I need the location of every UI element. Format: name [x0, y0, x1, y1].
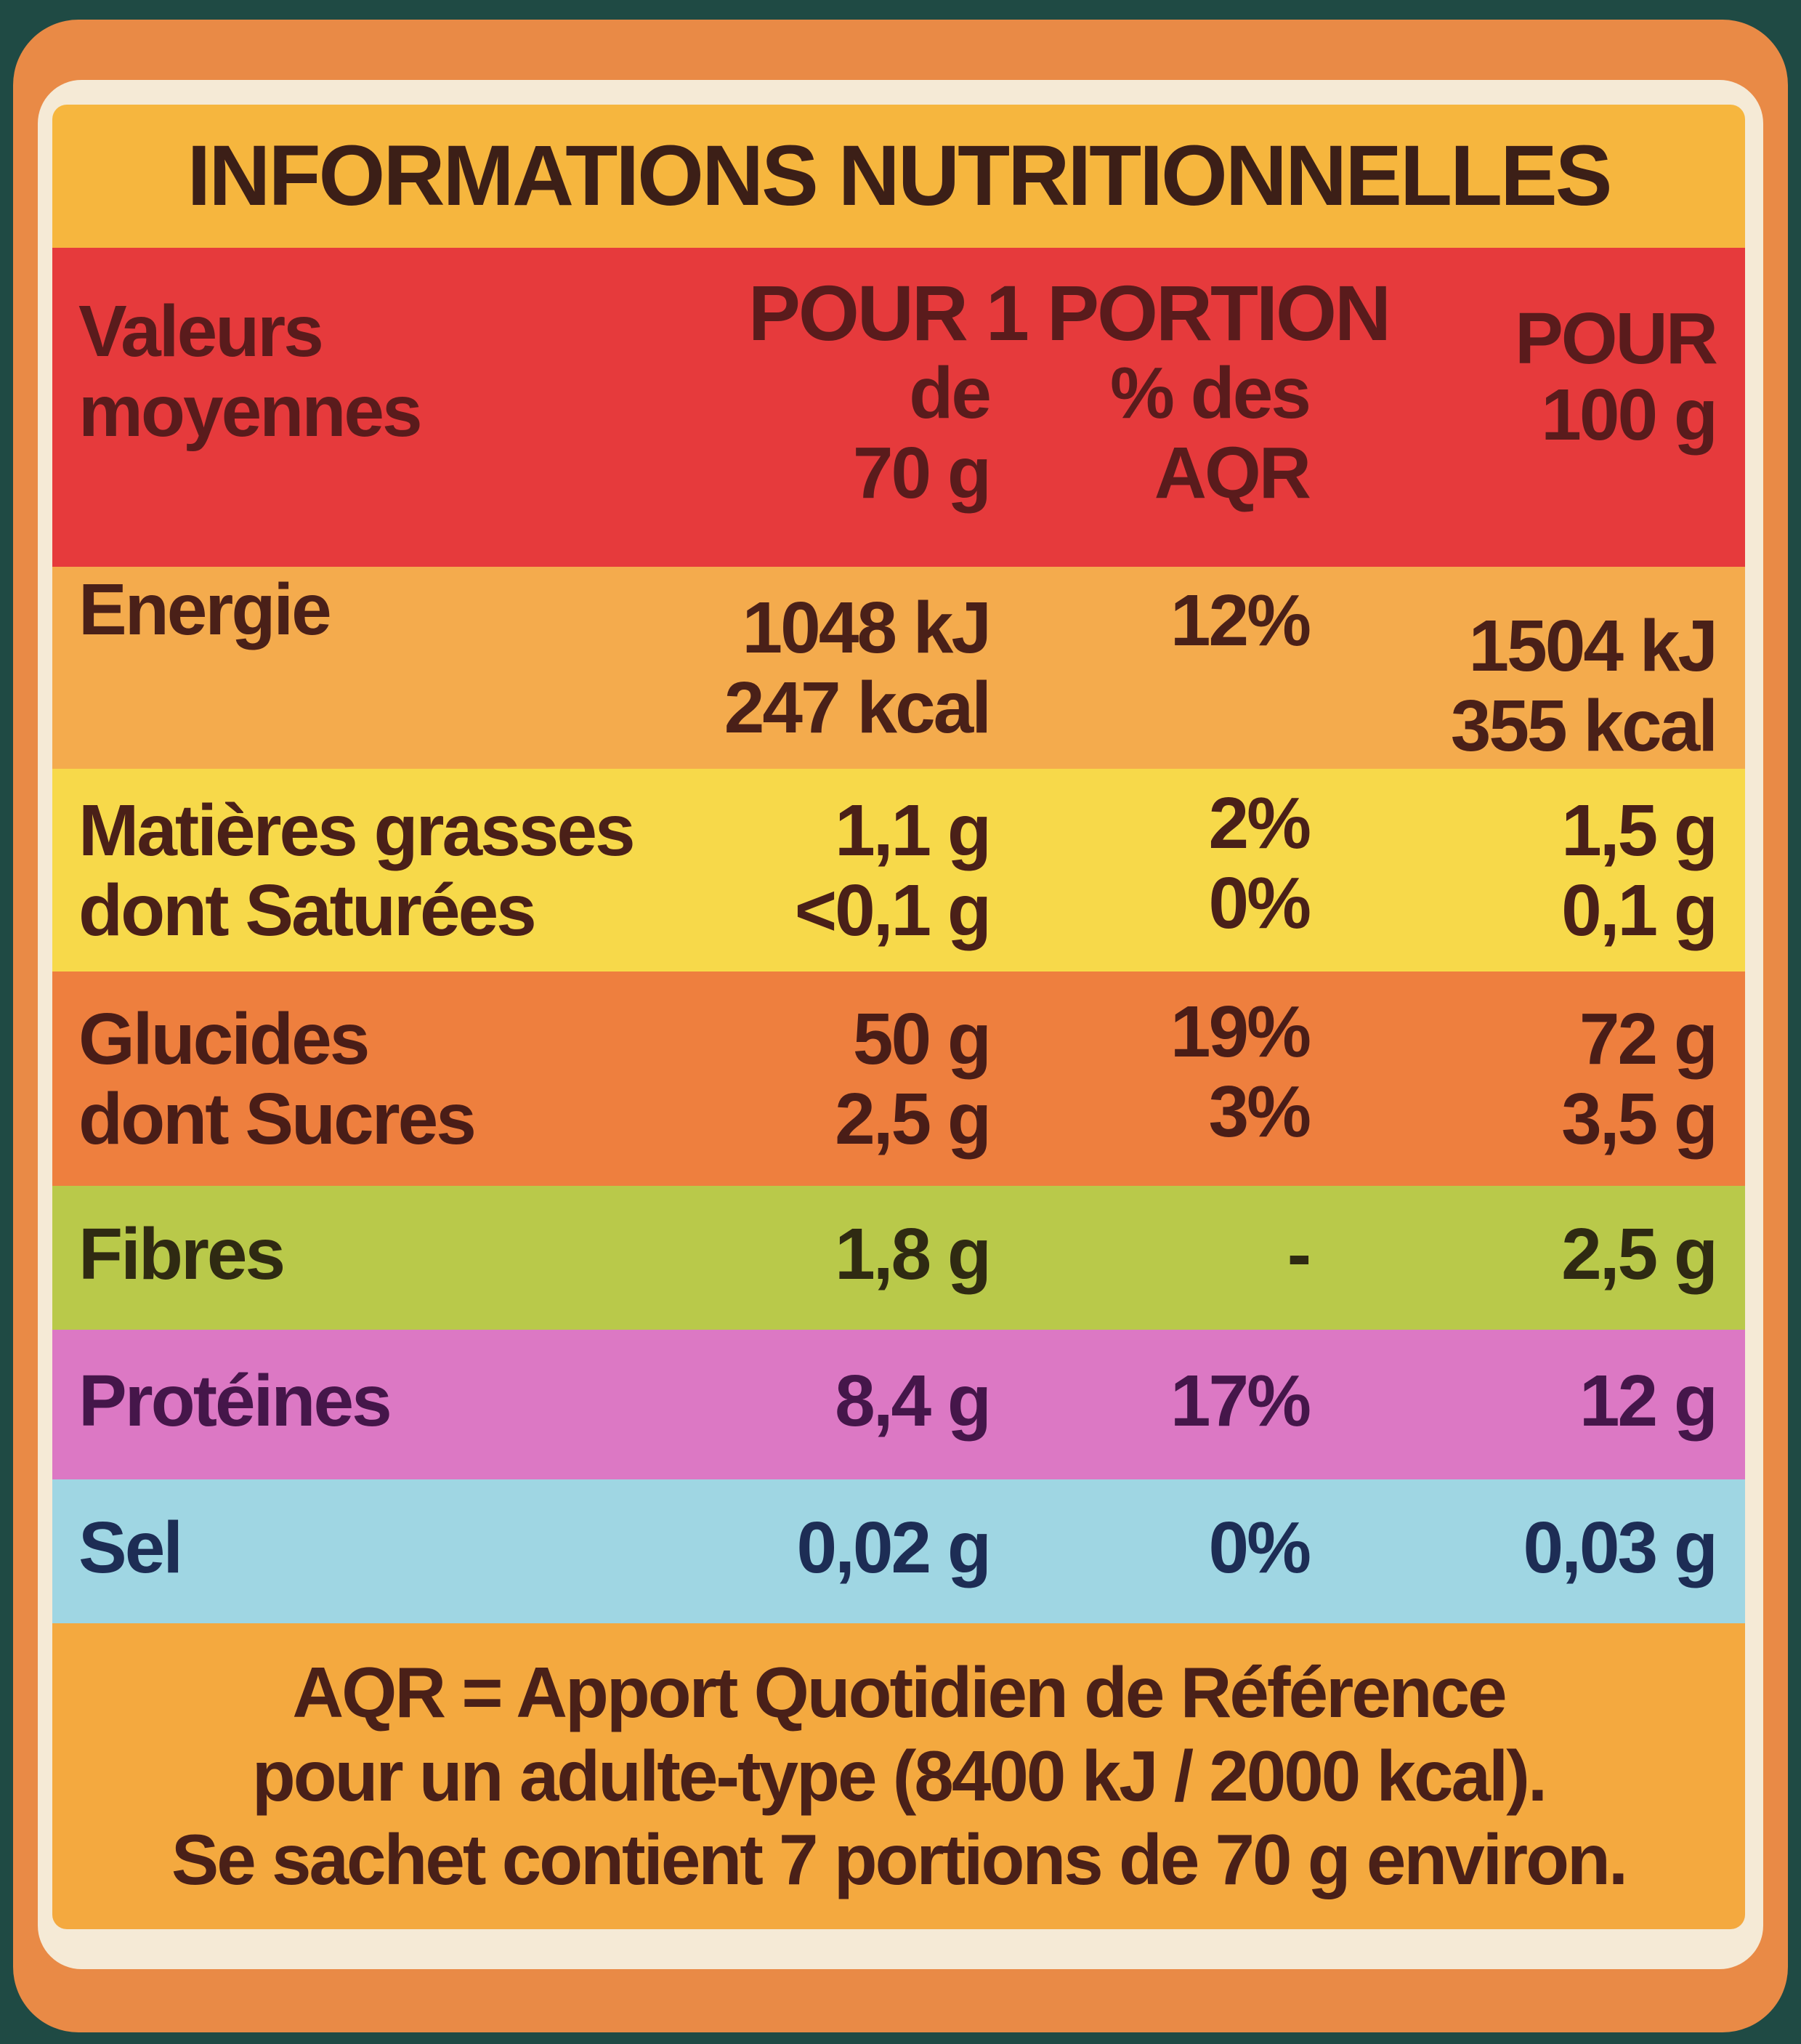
- footer: AQR = Apport Quotidien de Référence pour …: [52, 1623, 1745, 1929]
- aqr-value: 12%: [1170, 580, 1311, 661]
- portion-value: 1,1 g: [835, 789, 992, 871]
- table-row: Energie 1048 kJ 247 kcal 12% 1504 kJ 355 kcal: [52, 567, 1745, 769]
- aqr-value: 17%: [1170, 1360, 1311, 1442]
- header-row: Valeurs moyennes POUR 1 PORTION de 70 g % des…: [52, 248, 1745, 567]
- row-label: Sel: [78, 1507, 183, 1588]
- header-span: POUR 1 PORTION: [748, 269, 1391, 357]
- portion-value: 50 g: [852, 998, 992, 1080]
- footer-line: Se sachet contient 7 portions de 70 g en…: [171, 1819, 1628, 1899]
- per100-value: 3,5 g: [1561, 1078, 1718, 1160]
- header-aqr: % des: [1109, 352, 1311, 434]
- footer-line: pour un adulte-type (8400 kJ / 2000 kcal…: [251, 1736, 1547, 1816]
- aqr-value: 0%: [1208, 862, 1311, 944]
- header-portion: de: [909, 352, 992, 434]
- header-label: Valeurs: [78, 291, 324, 372]
- header-per100: 100 g: [1541, 374, 1718, 456]
- per100-value: 1504 kJ: [1468, 605, 1718, 687]
- row-label: dont Sucres: [78, 1078, 477, 1160]
- per100-value: 72 g: [1579, 998, 1718, 1080]
- table-row: Matières grasses dont Saturées 1,1 g <0,1 g…: [52, 769, 1745, 971]
- table-row: Fibres 1,8 g - 2,5 g: [52, 1186, 1745, 1330]
- portion-value: <0,1 g: [794, 869, 992, 951]
- per100-value: 2,5 g: [1561, 1213, 1718, 1295]
- title-band: INFORMATIONS NUTRITIONNELLES: [52, 105, 1745, 248]
- per100-value: 12 g: [1579, 1360, 1718, 1442]
- portion-value: 0,02 g: [796, 1507, 992, 1588]
- aqr-value: 19%: [1170, 990, 1311, 1073]
- per100-value: 1,5 g: [1561, 789, 1718, 871]
- portion-value: 2,5 g: [835, 1078, 992, 1160]
- table-row: Glucides dont Sucres 50 g 2,5 g 19% 3% 72 g 3,5…: [52, 971, 1745, 1186]
- table-row: Protéines 8,4 g 17% 12 g: [52, 1330, 1745, 1479]
- header-aqr: AQR: [1154, 432, 1311, 514]
- per100-value: 0,1 g: [1561, 869, 1718, 951]
- header-label: moyennes: [78, 371, 423, 452]
- row-label: Energie: [78, 569, 332, 650]
- per100-value: 0,03 g: [1523, 1507, 1718, 1588]
- portion-value: 247 kcal: [724, 667, 992, 748]
- footer-line: AQR = Apport Quotidien de Référence: [292, 1652, 1507, 1732]
- row-label: dont Saturées: [78, 869, 537, 951]
- aqr-value: -: [1287, 1213, 1311, 1295]
- aqr-value: 3%: [1208, 1070, 1311, 1152]
- per100-value: 355 kcal: [1450, 685, 1718, 767]
- aqr-value: 2%: [1208, 782, 1311, 864]
- row-label: Glucides: [78, 998, 370, 1080]
- aqr-value: 0%: [1208, 1507, 1311, 1588]
- title: INFORMATIONS NUTRITIONNELLES: [187, 128, 1612, 224]
- portion-value: 1,8 g: [835, 1213, 992, 1295]
- portion-value: 8,4 g: [835, 1360, 992, 1442]
- header-per100: POUR: [1515, 298, 1718, 379]
- row-label: Matières grasses: [78, 789, 636, 871]
- header-portion: 70 g: [852, 432, 992, 514]
- row-label: Fibres: [78, 1213, 286, 1295]
- row-label: Protéines: [78, 1360, 392, 1442]
- portion-value: 1048 kJ: [742, 587, 992, 668]
- table-row: Sel 0,02 g 0% 0,03 g: [52, 1479, 1745, 1623]
